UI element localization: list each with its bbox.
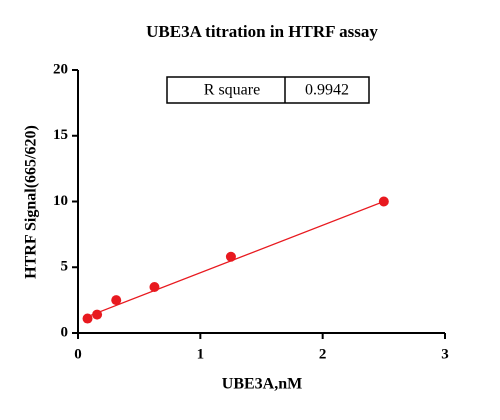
x-tick-label: 3 bbox=[441, 346, 449, 362]
x-tick-label: 2 bbox=[319, 346, 327, 362]
data-point bbox=[82, 313, 93, 324]
x-axis-label: UBE3A,nM bbox=[222, 376, 302, 393]
annotation-label: R square bbox=[204, 82, 260, 99]
y-tick-label: 15 bbox=[53, 127, 68, 143]
data-point bbox=[225, 251, 236, 262]
annotation-value: 0.9942 bbox=[305, 82, 349, 99]
x-tick-label: 0 bbox=[74, 346, 82, 362]
y-tick-label: 0 bbox=[61, 324, 69, 340]
y-axis-label: HTRF Signal(665/620) bbox=[23, 125, 40, 279]
x-tick-label: 1 bbox=[197, 346, 205, 362]
data-point bbox=[92, 309, 103, 320]
chart-title: UBE3A titration in HTRF assay bbox=[146, 22, 378, 41]
fit-line bbox=[87, 200, 385, 318]
data-point bbox=[111, 295, 122, 306]
y-tick-label: 10 bbox=[53, 193, 68, 209]
data-point bbox=[149, 281, 160, 292]
data-point bbox=[378, 196, 389, 207]
y-tick-label: 20 bbox=[53, 61, 68, 77]
annotation-box bbox=[166, 76, 370, 104]
y-tick-label: 5 bbox=[61, 259, 69, 275]
